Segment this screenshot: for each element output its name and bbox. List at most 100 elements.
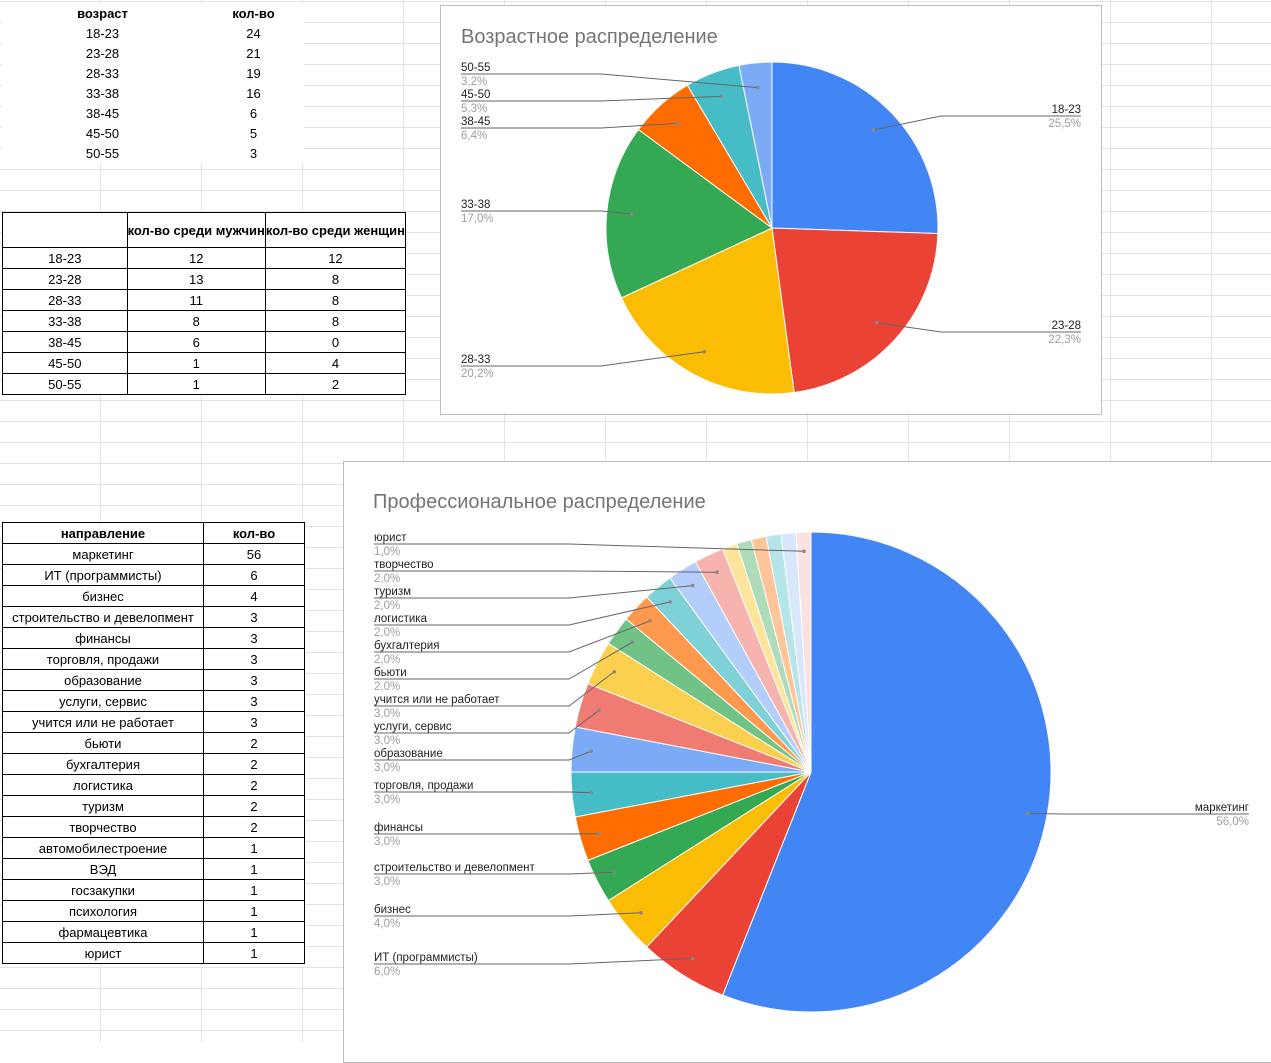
- table-cell[interactable]: 1: [127, 353, 265, 374]
- table-cell[interactable]: 24: [203, 23, 304, 43]
- leader-dot: [668, 600, 672, 604]
- leader-line: [374, 792, 591, 793]
- column-header[interactable]: кол-во: [203, 3, 304, 23]
- table-cell[interactable]: 2: [204, 796, 305, 817]
- column-header[interactable]: кол-во: [204, 523, 305, 544]
- table-cell[interactable]: бухгалтерия: [3, 754, 204, 775]
- table-cell[interactable]: 12: [265, 248, 405, 269]
- column-header[interactable]: кол-во среди мужчин: [127, 213, 265, 248]
- table-cell[interactable]: 6: [127, 332, 265, 353]
- table-cell[interactable]: 21: [203, 43, 304, 63]
- table-cell[interactable]: 8: [265, 311, 405, 332]
- column-header[interactable]: возраст: [2, 3, 203, 23]
- table-cell[interactable]: 2: [204, 733, 305, 754]
- table-cell[interactable]: ИТ (программисты): [3, 565, 204, 586]
- table-cell[interactable]: строительство и девелопмент: [3, 607, 204, 628]
- table-cell[interactable]: 38-45: [2, 103, 203, 123]
- table-cell[interactable]: 50-55: [3, 374, 128, 395]
- table-cell[interactable]: 19: [203, 63, 304, 83]
- table-cell[interactable]: 23-28: [2, 43, 203, 63]
- leader-dot: [589, 749, 593, 753]
- slice-label: творчество: [374, 559, 434, 571]
- table-cell[interactable]: 8: [265, 290, 405, 311]
- table-cell[interactable]: 3: [204, 691, 305, 712]
- slice-label: финансы: [374, 822, 423, 834]
- table-cell[interactable]: 18-23: [2, 23, 203, 43]
- table-cell[interactable]: 1: [204, 838, 305, 859]
- table-cell[interactable]: 28-33: [3, 290, 128, 311]
- table-cell[interactable]: 2: [204, 817, 305, 838]
- table-cell[interactable]: фармацевтика: [3, 922, 204, 943]
- table-cell[interactable]: 3: [204, 670, 305, 691]
- table-cell[interactable]: 0: [265, 332, 405, 353]
- table-cell[interactable]: ВЭД: [3, 859, 204, 880]
- table-cell[interactable]: 56: [204, 544, 305, 565]
- table-cell[interactable]: 2: [204, 775, 305, 796]
- table-cell[interactable]: 2: [204, 754, 305, 775]
- table-cell[interactable]: 6: [203, 103, 304, 123]
- pie-slice[interactable]: [772, 62, 938, 234]
- table-cell[interactable]: 23-28: [3, 269, 128, 290]
- table-cell[interactable]: 45-50: [3, 353, 128, 374]
- table-cell[interactable]: бьюти: [3, 733, 204, 754]
- table-cell[interactable]: учится или не работает: [3, 712, 204, 733]
- column-header[interactable]: кол-во среди женщин: [265, 213, 405, 248]
- table-cell[interactable]: 8: [127, 311, 265, 332]
- table-cell[interactable]: 3: [204, 649, 305, 670]
- table-cell[interactable]: логистика: [3, 775, 204, 796]
- slice-percent: 3,0%: [374, 708, 400, 720]
- table-cell[interactable]: госзакупки: [3, 880, 204, 901]
- table-cell[interactable]: 28-33: [2, 63, 203, 83]
- table-cell[interactable]: 50-55: [2, 143, 203, 163]
- table-cell[interactable]: 8: [265, 269, 405, 290]
- table-cell[interactable]: 3: [203, 143, 304, 163]
- table-cell[interactable]: творчество: [3, 817, 204, 838]
- table-cell[interactable]: 4: [265, 353, 405, 374]
- table-cell[interactable]: маркетинг: [3, 544, 204, 565]
- table-cell[interactable]: 1: [204, 859, 305, 880]
- table-cell[interactable]: 3: [204, 607, 305, 628]
- table-cell[interactable]: 1: [204, 901, 305, 922]
- slice-label: торговля, продажи: [374, 780, 473, 792]
- table-cell[interactable]: 33-38: [3, 311, 128, 332]
- table-cell[interactable]: туризм: [3, 796, 204, 817]
- table-cell[interactable]: 33-38: [2, 83, 203, 103]
- column-header[interactable]: направление: [3, 523, 204, 544]
- table-cell[interactable]: 1: [204, 922, 305, 943]
- table-cell[interactable]: 3: [204, 712, 305, 733]
- table-cell[interactable]: 1: [127, 374, 265, 395]
- table-cell[interactable]: 6: [204, 565, 305, 586]
- table-cell[interactable]: юрист: [3, 943, 204, 964]
- table-cell[interactable]: бизнес: [3, 586, 204, 607]
- table-cell[interactable]: 1: [204, 880, 305, 901]
- table-cell[interactable]: 18-23: [3, 248, 128, 269]
- profession-pie-chart[interactable]: Профессиональное распределение маркетинг…: [343, 461, 1271, 1063]
- table-cell[interactable]: финансы: [3, 628, 204, 649]
- table-cell[interactable]: 12: [127, 248, 265, 269]
- pie-slice[interactable]: [772, 228, 938, 393]
- table-cell[interactable]: 2: [265, 374, 405, 395]
- table-cell[interactable]: 11: [127, 290, 265, 311]
- table-cell[interactable]: торговля, продажи: [3, 649, 204, 670]
- table-cell[interactable]: 45-50: [2, 123, 203, 143]
- table-cell[interactable]: 4: [204, 586, 305, 607]
- table-cell[interactable]: психология: [3, 901, 204, 922]
- table-cell[interactable]: 38-45: [3, 332, 128, 353]
- column-header[interactable]: [3, 213, 128, 248]
- table-cell[interactable]: 16: [203, 83, 304, 103]
- table-cell[interactable]: 5: [203, 123, 304, 143]
- table-cell[interactable]: образование: [3, 670, 204, 691]
- table-cell[interactable]: 3: [204, 628, 305, 649]
- table-cell[interactable]: услуги, сервис: [3, 691, 204, 712]
- table-cell[interactable]: автомобилестроение: [3, 838, 204, 859]
- table-cell[interactable]: 1: [204, 943, 305, 964]
- table-cell[interactable]: 13: [127, 269, 265, 290]
